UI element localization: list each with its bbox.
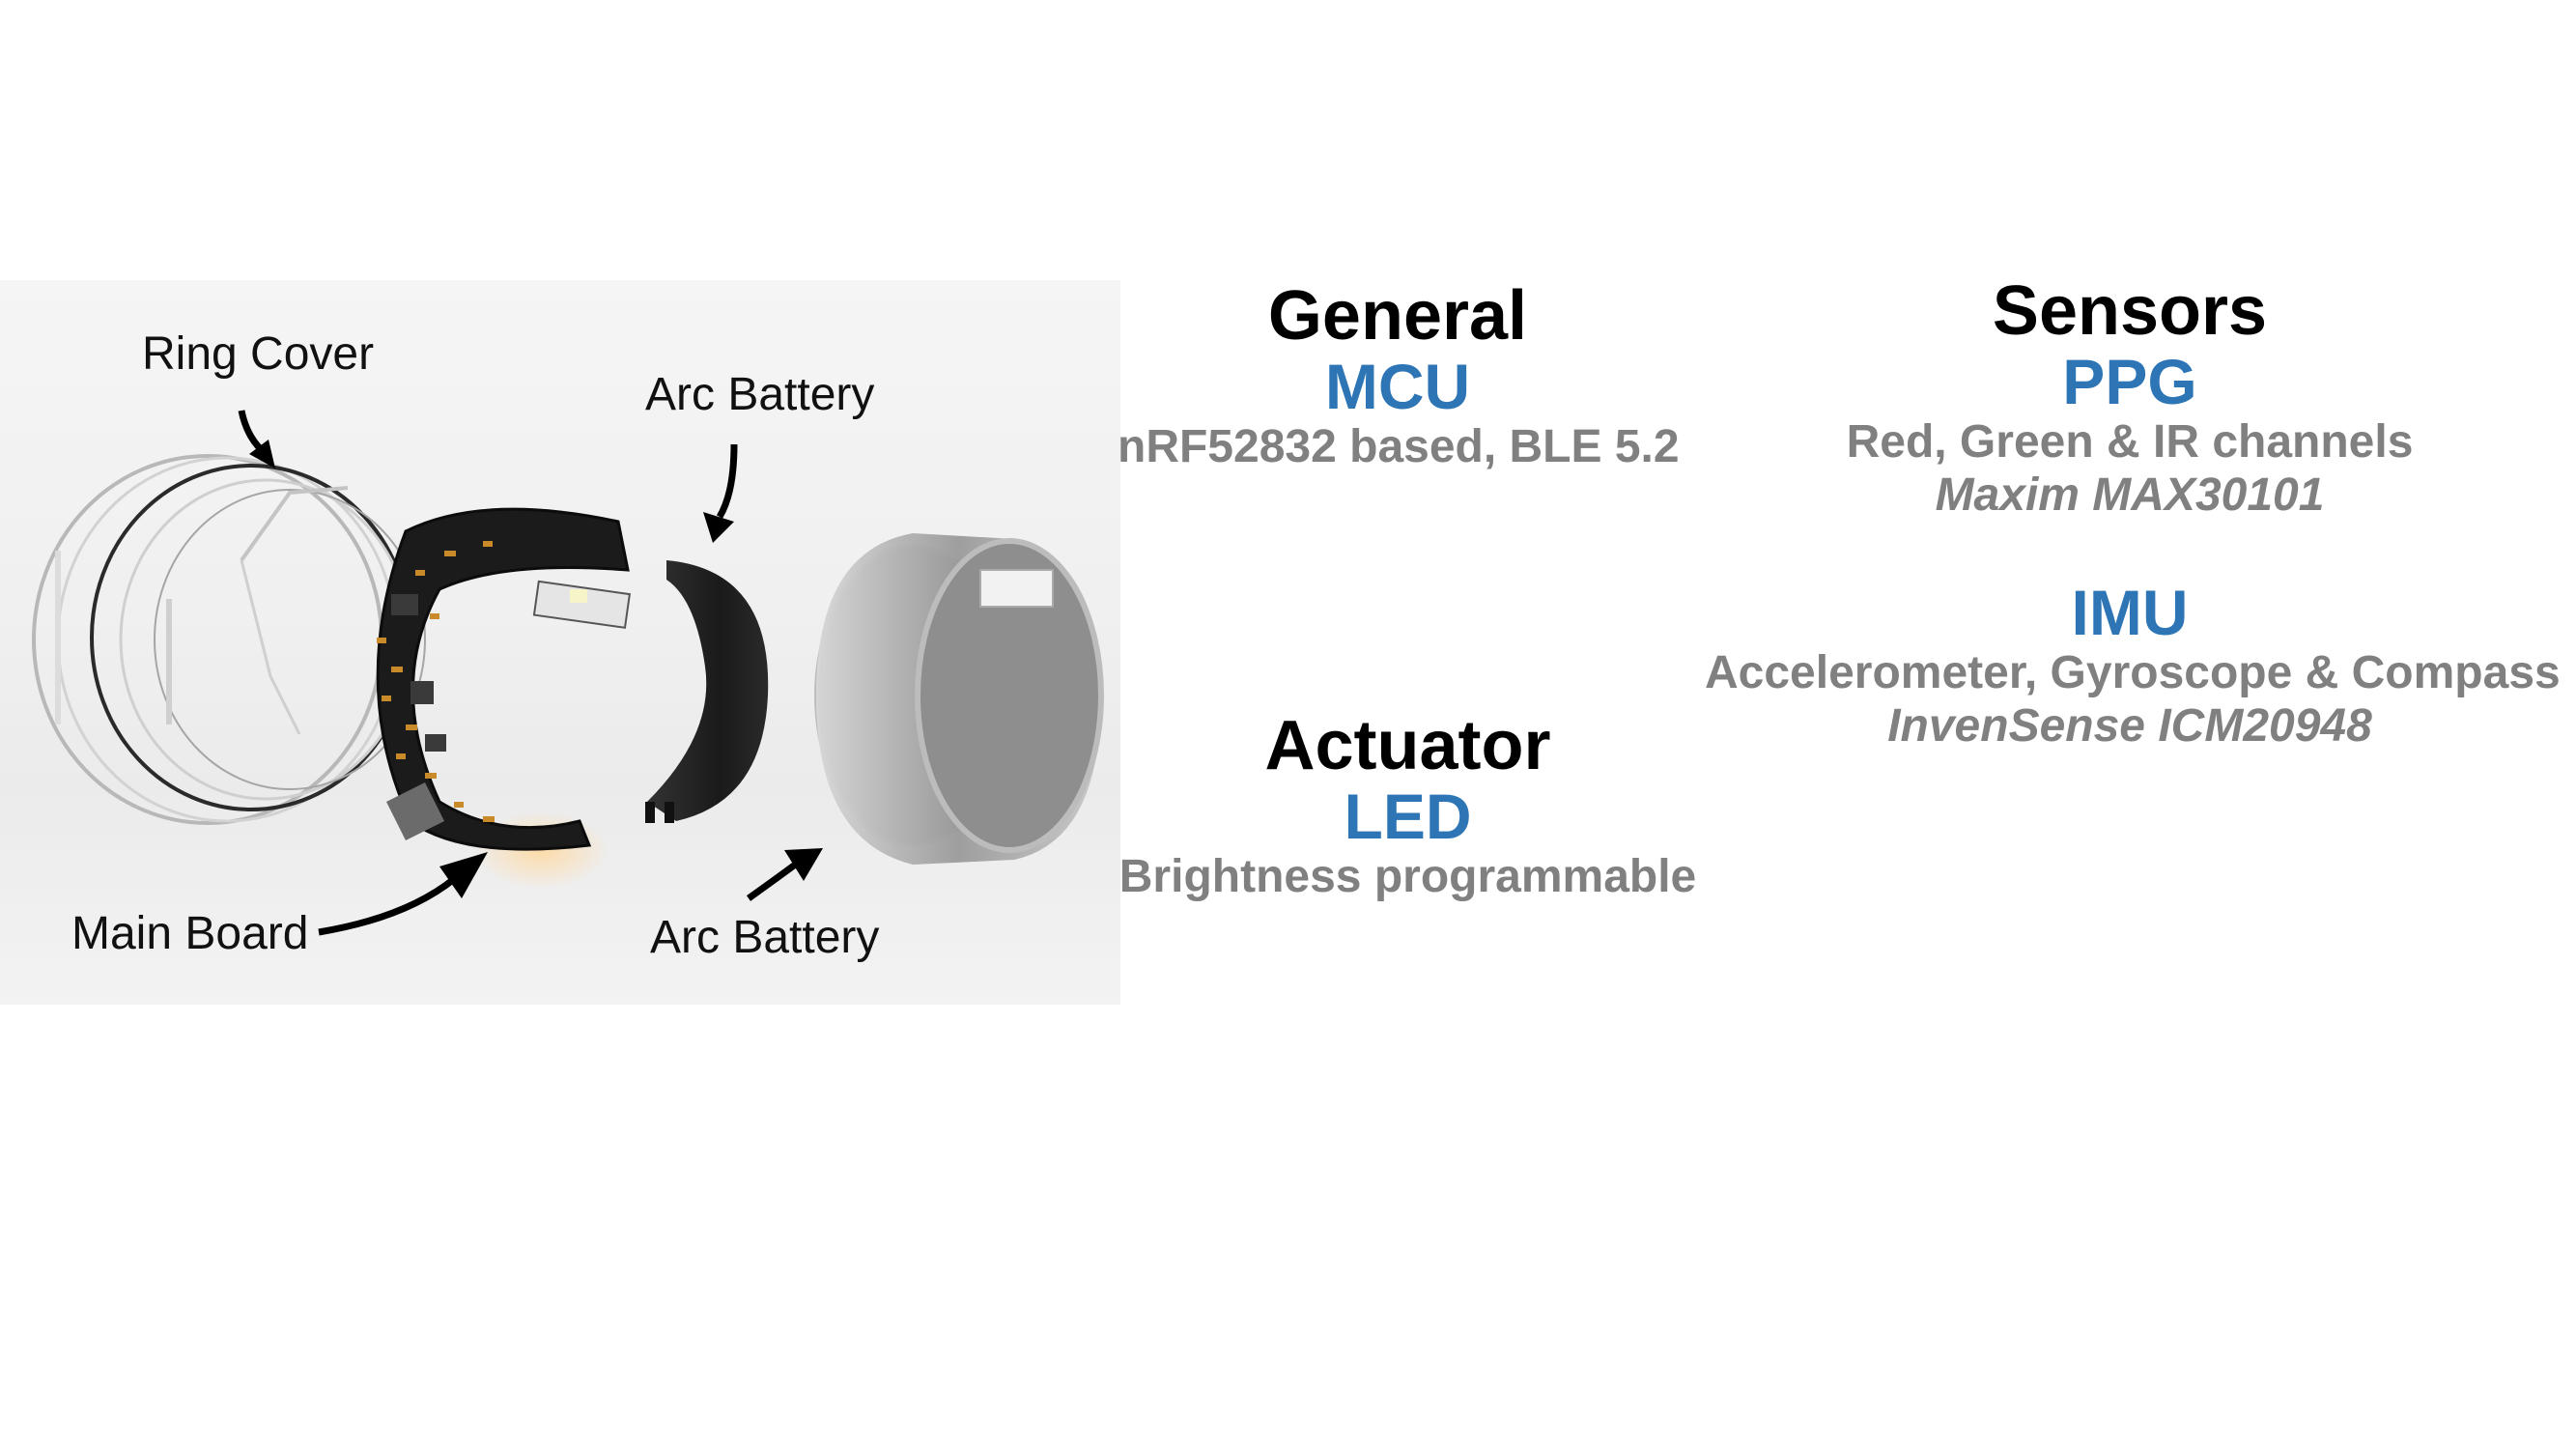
ring-cover-part (32, 454, 426, 825)
ppg-description: Red, Green & IR channels (1846, 415, 2414, 468)
mcu-description: nRF52832 based, BLE 5.2 (1118, 420, 1680, 472)
ppg-part-number: Maxim MAX30101 (1935, 469, 2325, 522)
callout-arc-battery-top: Arc Battery (645, 369, 875, 420)
callout-arrows (238, 410, 823, 936)
sensors-section: Sensors PPG Red, Green & IR channels Max… (1705, 272, 2555, 522)
ppg-title: PPG (2062, 345, 2197, 417)
callout-main-board: Main Board (71, 908, 309, 959)
ring-illustration (32, 410, 1104, 936)
imu-section: IMU Accelerometer, Gyroscope & Compass I… (1705, 577, 2561, 753)
callout-ring-cover: Ring Cover (142, 328, 375, 380)
general-title: General (1267, 277, 1528, 355)
mcu-title: MCU (1324, 350, 1471, 422)
callout-arc-battery-bottom: Arc Battery (650, 912, 880, 963)
actuator-section: Actuator LED Brightness programmable (1116, 707, 1700, 903)
imu-description: Accelerometer, Gyroscope & Compass (1705, 647, 2561, 699)
actuator-title: Actuator (1264, 707, 1551, 784)
led-title: LED (1344, 780, 1472, 852)
sensors-title: Sensors (1992, 272, 2268, 350)
outer-shell-part (814, 533, 1104, 865)
general-section: General MCU nRF52832 based, BLE 5.2 (1118, 277, 1680, 473)
main-board-part (376, 507, 632, 851)
imu-part-number: InvenSense ICM20948 (1887, 700, 2372, 753)
ring-exploded-view: Ring Cover Arc Battery Main Board Arc Ba… (0, 280, 1120, 1005)
led-description: Brightness programmable (1118, 850, 1697, 902)
imu-title: IMU (2071, 577, 2189, 648)
arc-battery-part (645, 560, 769, 823)
